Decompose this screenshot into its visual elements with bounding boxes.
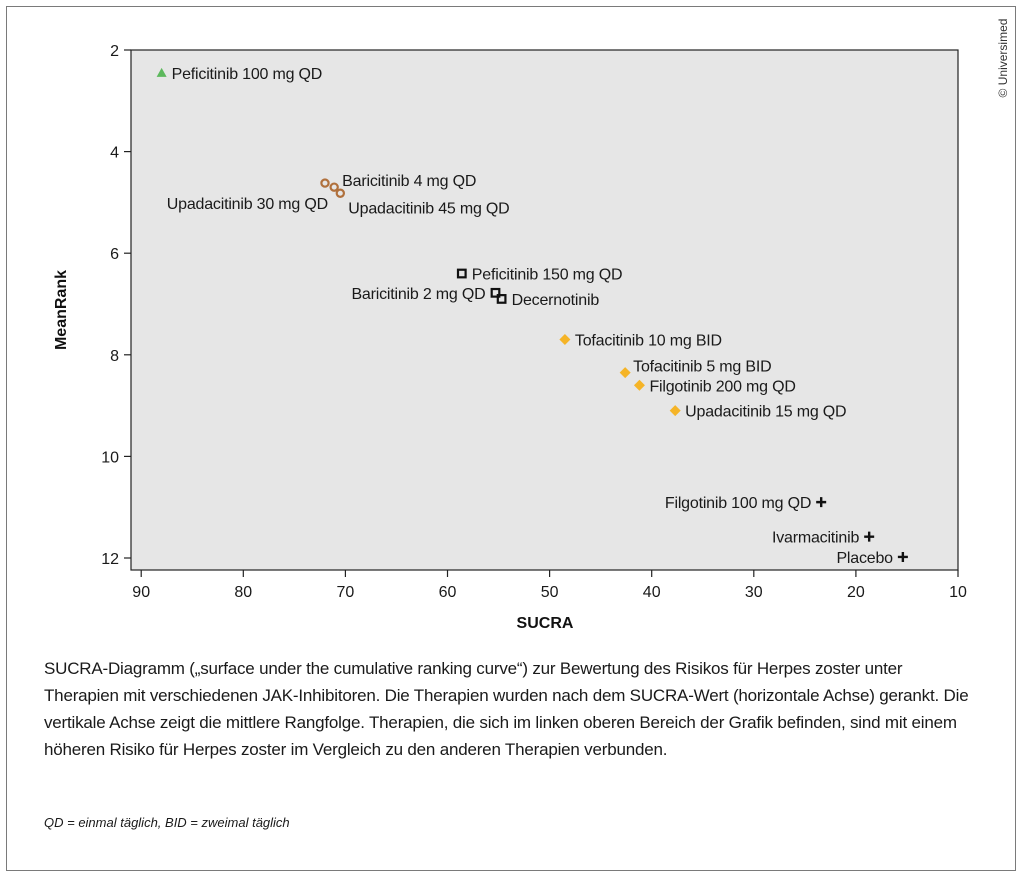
square-marker — [456, 268, 467, 279]
point-label: Baricitinib 2 mg QD — [351, 286, 485, 303]
y-axis: 2 4 6 8 10 12 — [101, 43, 131, 568]
y-axis-title: MeanRank — [53, 270, 70, 350]
point-label: Peficitinib 100 mg QD — [172, 66, 323, 83]
circle-marker — [335, 188, 346, 198]
plus-marker — [816, 497, 827, 508]
y-tick-label: 6 — [110, 246, 119, 263]
square-marker — [496, 294, 507, 304]
data-point: Filgotinib 200 mg QD — [633, 378, 796, 395]
x-tick-label: 50 — [541, 584, 559, 601]
y-tick-label: 12 — [101, 551, 119, 568]
point-label: Baricitinib 4 mg QD — [342, 173, 476, 190]
point-label: Filgotinib 100 mg QD — [665, 495, 811, 512]
square-marker — [490, 287, 501, 298]
plus-marker — [897, 551, 908, 562]
y-tick-label: 2 — [110, 43, 119, 60]
x-tick-label: 60 — [439, 584, 457, 601]
figure-frame — [6, 6, 1016, 871]
data-point: Peficitinib 100 mg QD — [156, 66, 323, 83]
circle-marker — [329, 182, 339, 192]
point-label: Placebo — [836, 550, 893, 567]
point-label: Upadacitinib 45 mg QD — [348, 200, 509, 217]
triangle-marker — [156, 67, 167, 77]
point-label: Tofacitinib 10 mg BID — [575, 333, 722, 350]
data-point: Filgotinib 100 mg QD — [665, 495, 827, 512]
diamond-marker — [559, 334, 571, 346]
data-point: Tofacitinib 5 mg BID — [619, 359, 772, 379]
data-point: Baricitinib 2 mg QD — [351, 286, 501, 303]
sucra-scatter-chart: 90 80 70 60 50 40 30 20 10 2 4 6 8 10 12 Peficitinib … — [53, 43, 967, 632]
point-label: Ivarmacitinib — [772, 530, 860, 547]
x-axis-title: SUCRA — [517, 615, 574, 632]
data-point: Upadacitinib 45 mg QD — [335, 188, 510, 217]
x-tick-label: 90 — [132, 584, 150, 601]
data-point: Placebo — [836, 550, 908, 567]
point-label: Filgotinib 200 mg QD — [649, 378, 795, 395]
plus-marker — [864, 531, 875, 542]
data-point: Tofacitinib 10 mg BID — [559, 333, 722, 350]
x-tick-label: 40 — [643, 584, 661, 601]
data-point: Upadacitinib 15 mg QD — [669, 404, 847, 421]
y-tick-label: 8 — [110, 348, 119, 365]
data-points: Peficitinib 100 mg QD Baricitinib 4 mg QD… — [156, 66, 908, 567]
x-tick-label: 70 — [337, 584, 355, 601]
x-axis: 90 80 70 60 50 40 30 20 10 — [132, 570, 967, 601]
data-point: Upadacitinib 30 mg QD — [167, 178, 330, 213]
x-tick-label: 80 — [234, 584, 252, 601]
plot-area — [130, 49, 959, 571]
point-label: Upadacitinib 15 mg QD — [685, 404, 846, 421]
copyright-notice: © Universimed — [996, 18, 1010, 98]
circle-marker — [320, 178, 330, 188]
point-label: Decernotinib — [512, 292, 600, 309]
figure-caption: SUCRA-Diagramm („surface under the cumul… — [44, 659, 969, 759]
x-tick-label: 20 — [847, 584, 865, 601]
x-tick-label: 30 — [745, 584, 763, 601]
y-tick-label: 10 — [101, 449, 119, 466]
abbreviation-footnote: QD = einmal täglich, BID = zweimal tägli… — [44, 815, 290, 830]
data-point: Baricitinib 4 mg QD — [329, 173, 476, 192]
diamond-marker — [619, 367, 631, 379]
diamond-marker — [669, 405, 681, 417]
data-point: Decernotinib — [496, 292, 600, 309]
point-label: Tofacitinib 5 mg BID — [633, 359, 771, 376]
diamond-marker — [633, 379, 645, 391]
data-point: Peficitinib 150 mg QD — [456, 267, 623, 284]
x-tick-label: 10 — [949, 584, 967, 601]
data-point: Ivarmacitinib — [772, 530, 875, 547]
point-label: Peficitinib 150 mg QD — [472, 267, 623, 284]
point-label: Upadacitinib 30 mg QD — [167, 196, 328, 213]
y-tick-label: 4 — [110, 145, 119, 162]
